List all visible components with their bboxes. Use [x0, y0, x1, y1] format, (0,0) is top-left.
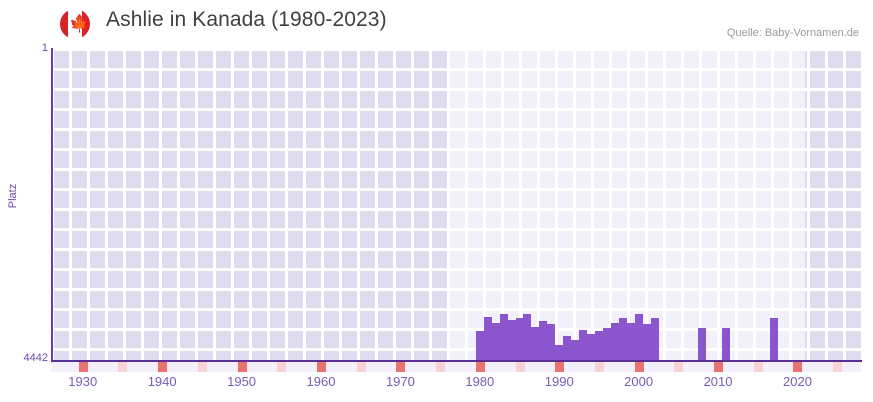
bar[interactable] [475, 331, 484, 361]
census-mark-strong [317, 362, 326, 372]
source-attribution: Quelle: Baby-Vornamen.de [726, 27, 859, 39]
census-mark-strong [634, 362, 644, 372]
x-tick-label: 2000 [624, 374, 654, 389]
page-title: Ashlie in Kanada (1980-2023) [106, 8, 387, 31]
census-marker-band [51, 362, 861, 372]
x-tick-label: 1970 [385, 374, 415, 389]
census-mark-weak [594, 362, 604, 372]
bar[interactable] [634, 314, 643, 361]
bar[interactable] [507, 320, 516, 361]
x-axis-labels: 1930 1940 1950 1960 1970 1980 1990 2000 2010 2020 [0, 374, 873, 398]
x-axis-line [51, 360, 862, 362]
census-mark-weak [277, 362, 287, 372]
x-tick-label: 1960 [306, 374, 336, 389]
bar[interactable] [587, 334, 595, 361]
census-mark-weak [515, 362, 525, 372]
plot-area [51, 48, 861, 361]
bar[interactable] [722, 328, 730, 361]
flag-right-band [82, 9, 90, 39]
bar[interactable] [555, 345, 564, 361]
bar[interactable] [579, 330, 588, 361]
bar[interactable] [769, 318, 778, 361]
bar[interactable] [602, 328, 611, 361]
bar[interactable] [491, 323, 500, 361]
y-axis-labels: 1 4442 Platz [0, 0, 48, 402]
x-tick-label: 1950 [227, 374, 257, 389]
x-tick-label: 1980 [465, 374, 495, 389]
census-mark-weak [833, 362, 843, 372]
x-tick-label: 1930 [68, 374, 98, 389]
x-tick-label: 2010 [703, 374, 733, 389]
x-tick-label: 1990 [544, 374, 574, 389]
bar[interactable] [483, 317, 492, 361]
census-mark-strong [396, 362, 406, 372]
bar-series [51, 48, 861, 361]
bar[interactable] [571, 340, 580, 361]
bar[interactable] [626, 323, 635, 361]
bar[interactable] [523, 314, 532, 361]
bar[interactable] [563, 336, 572, 361]
census-mark-weak [674, 362, 684, 372]
census-mark-weak [753, 362, 763, 372]
bar[interactable] [610, 323, 619, 361]
census-mark-strong [475, 362, 485, 372]
bar[interactable] [499, 314, 508, 361]
bar[interactable] [531, 327, 540, 361]
flag-left-band [60, 9, 68, 39]
bar[interactable] [594, 331, 603, 361]
census-mark-strong [237, 362, 247, 372]
x-tick-label: 2020 [783, 374, 812, 389]
census-mark-weak [118, 362, 128, 372]
census-mark-strong [714, 362, 724, 372]
y-axis-title: Platz [7, 183, 19, 209]
bar[interactable] [650, 318, 659, 361]
census-mark-weak [356, 362, 366, 372]
canada-flag-icon: 🍁 [60, 9, 90, 39]
maple-leaf-icon: 🍁 [69, 14, 90, 33]
chart-header: 🍁 Ashlie in Kanada (1980-2023) Quelle: B… [0, 0, 873, 44]
census-mark-strong [555, 362, 565, 372]
y-axis-line [51, 48, 53, 361]
census-mark-strong [78, 362, 88, 372]
census-mark-weak [436, 362, 446, 372]
census-mark-strong [793, 362, 803, 372]
bar[interactable] [618, 318, 627, 361]
y-tick-bottom: 4442 [23, 352, 48, 364]
bar[interactable] [539, 321, 548, 361]
bar[interactable] [698, 328, 707, 361]
y-tick-top: 1 [41, 42, 48, 54]
bar[interactable] [642, 324, 651, 361]
bar[interactable] [547, 324, 556, 361]
census-mark-strong [158, 362, 168, 372]
x-tick-label: 1940 [147, 374, 177, 389]
census-mark-weak [197, 362, 207, 372]
bar[interactable] [515, 318, 524, 361]
